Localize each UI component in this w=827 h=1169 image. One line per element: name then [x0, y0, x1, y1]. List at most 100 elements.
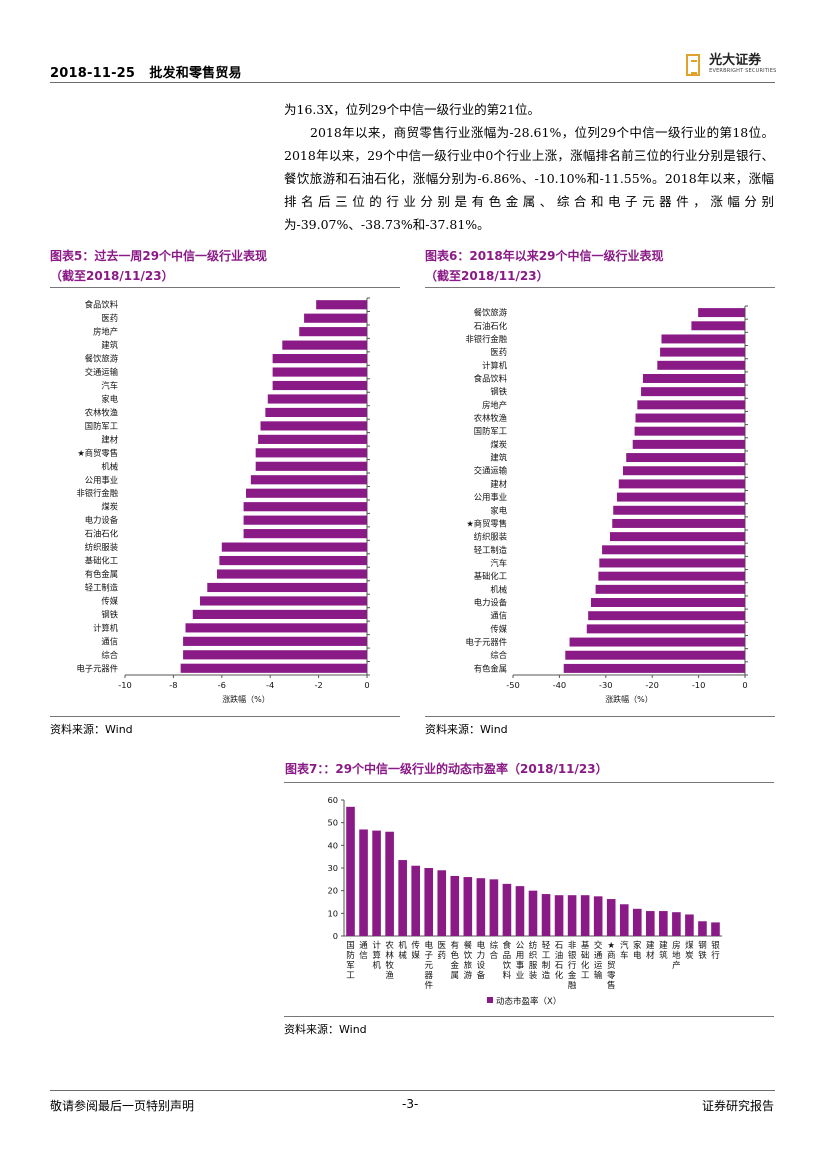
fig7-chart: 0 10 20 30 40 50 60 国防军工通信计算机农林牧渔机械传媒电子元器件医药有色金…	[327, 795, 722, 1007]
fig7-bar	[606, 899, 616, 936]
fig7-category-label: 钢铁	[698, 940, 707, 961]
fig5-bar	[272, 354, 367, 364]
footer-report-type: 证券研究报告	[702, 1099, 775, 1113]
fig7-category-label: 非银行金融	[568, 940, 577, 991]
fig7-bar	[424, 868, 434, 936]
fig6-category-label: 传媒	[490, 624, 507, 634]
fig6-category-label: 计算机	[482, 360, 508, 370]
fig6-bar	[641, 387, 745, 397]
fig7-bar	[476, 878, 486, 936]
fig5-category-label: 医药	[101, 313, 118, 323]
body-text: 为16.3X，位列29个中信一级行业的第21位。 2018年以来，商贸零售行业涨…	[284, 98, 774, 236]
fig7-category-label: 机械	[398, 940, 407, 961]
fig5-bar	[216, 569, 367, 579]
fig6-category-label: 国防军工	[474, 426, 507, 436]
fig5-top-rule	[50, 287, 400, 288]
header-date: 2018-11-25	[50, 66, 136, 81]
fig7-category-label: 医药	[438, 941, 447, 961]
fig7-category-label: 电力设备	[477, 940, 486, 981]
fig6-bar	[622, 466, 745, 476]
fig5-category-label: 基础化工	[85, 556, 118, 566]
fig6-bar	[657, 360, 745, 370]
fig6-bar	[635, 413, 745, 423]
fig5-category-label: 建筑	[101, 340, 118, 350]
fig5-category-label: 房地产	[93, 327, 118, 337]
fig7-legend-swatch	[487, 997, 493, 1003]
fig7-category-label: ★商贸零售	[607, 941, 616, 991]
fig6-tick-label: -50	[506, 680, 520, 690]
fig5-x-axis-title: 涨跌幅（%）	[222, 694, 270, 704]
fig7-bar	[672, 912, 681, 936]
fig5-bar	[260, 421, 367, 431]
brand-logo: 光大证券 EVERBRIGHT SECURITIES	[686, 54, 776, 76]
fig7-top-rule	[284, 782, 774, 783]
fig5-bar	[267, 394, 367, 404]
fig5-bar	[243, 502, 367, 512]
fig6-bar	[563, 663, 745, 673]
fig6-category-label: 医药	[490, 347, 507, 357]
fig7-category-label: 电子元器件	[424, 940, 433, 991]
fig7-category-label: 轻工制造	[542, 940, 551, 981]
fig5-bar	[258, 434, 367, 444]
fig6-bar	[565, 650, 745, 660]
fig7-tick-label: 10	[327, 908, 338, 918]
fig7-bar	[437, 870, 447, 936]
fig5-category-label: 交通运输	[85, 367, 119, 377]
fig6-category-label: 房地产	[482, 400, 507, 410]
fig6-bar	[698, 308, 745, 318]
fig7-category-label: 汽车	[620, 940, 629, 961]
fig7-bar	[411, 865, 420, 936]
fig5-bar	[243, 529, 367, 539]
fig5-bar	[219, 555, 367, 566]
fig5-category-label: 农林牧渔	[85, 407, 118, 417]
fig7-category-label: 房地产	[672, 940, 681, 971]
fig6-category-label: 有色金属	[474, 663, 507, 673]
fig5-category-label: 食品饮料	[85, 300, 119, 310]
fig6-category-label: 通信	[490, 611, 507, 621]
fig7-bar	[489, 879, 499, 936]
fig6-category-label: 农林牧渔	[474, 413, 507, 423]
fig5-tick-label: -2	[314, 680, 322, 690]
logo-mark-icon	[686, 54, 700, 76]
fig5-source: 资料来源：Wind	[50, 723, 133, 736]
fig6-bar	[626, 453, 745, 463]
fig5-bar	[265, 407, 367, 418]
fig7-bar	[685, 914, 694, 936]
fig5-category-label: 建材	[101, 434, 118, 444]
fig7-tick-label: 30	[327, 863, 338, 873]
fig5-category-label: 机械	[101, 461, 118, 471]
fig5-bar	[200, 596, 367, 606]
fig7-bar	[567, 895, 577, 936]
fig6-bar	[691, 321, 745, 331]
fig5-bar	[272, 367, 367, 377]
fig6-bar	[586, 624, 745, 634]
fig6-tick-label: -30	[599, 680, 613, 690]
fig5-category-label: 非银行金融	[77, 488, 119, 498]
fig6-bar	[609, 532, 745, 542]
fig7-bar	[515, 886, 525, 936]
fig7-category-label: 石油石化	[555, 941, 564, 981]
fig5-bar	[299, 327, 367, 337]
fig6-category-label: 钢铁	[490, 387, 507, 397]
fig5-tick-label: -4	[266, 680, 274, 690]
fig7-category-label: 计算机	[372, 940, 381, 971]
fig6-category-label: 纺织服装	[474, 532, 507, 542]
fig5-bar	[255, 461, 367, 471]
fig6-top-rule	[425, 287, 775, 288]
fig5-category-label: 国防军工	[85, 421, 118, 431]
footer-page-number: -3-	[402, 1097, 419, 1111]
fig7-bar	[659, 911, 668, 936]
fig6-tick-label: -40	[553, 680, 567, 690]
fig6-bar	[632, 439, 745, 449]
fig7-category-label: 纺织服装	[529, 940, 538, 981]
fig7-tick-label: 60	[327, 795, 338, 805]
fig6-category-label: 家电	[490, 505, 507, 515]
fig5-category-label: 煤炭	[101, 502, 118, 512]
fig7-bar	[463, 877, 473, 936]
fig6-category-label: 基础化工	[474, 571, 507, 581]
fig7-category-label: 公用事业	[516, 941, 525, 981]
fig5-title: 图表5：过去一周29个中信一级行业表现 （截至2018/11/23）	[50, 249, 268, 283]
fig6-chart: 餐饮旅游石油石化非银行金融医药计算机食品饮料钢铁房地产农林牧渔国防军工煤炭建筑交…	[466, 305, 748, 704]
fig7-tick-label: 20	[327, 886, 338, 896]
body-line-1: 为16.3X，位列29个中信一级行业的第21位。	[284, 102, 541, 117]
